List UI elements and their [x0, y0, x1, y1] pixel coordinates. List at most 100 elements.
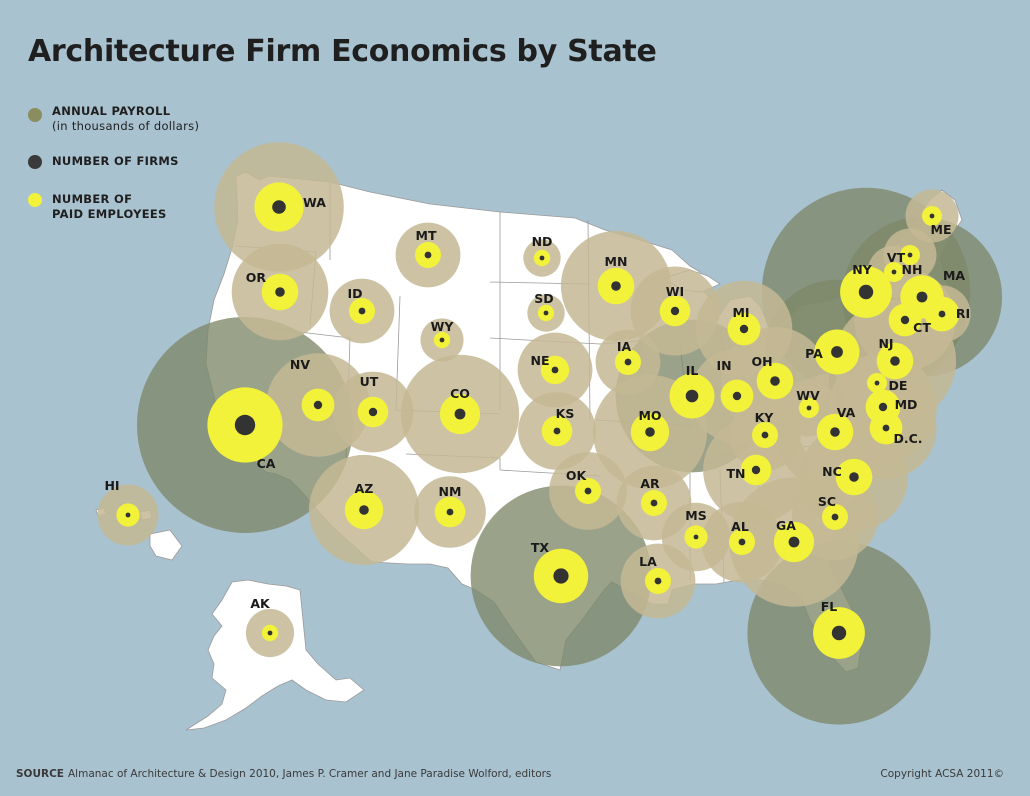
state-label-id: ID	[347, 286, 362, 301]
state-label-va: VA	[837, 405, 856, 420]
firms-bubble-me	[929, 213, 935, 219]
firms-bubble-nd	[539, 255, 545, 261]
firms-bubble-mi	[739, 324, 749, 334]
firms-bubble-ms	[693, 534, 699, 540]
state-label-al: AL	[731, 519, 749, 534]
state-label-ne: NE	[530, 353, 549, 368]
state-label-hi: HI	[104, 478, 119, 493]
firms-bubble-pa	[831, 346, 843, 358]
page-title: Architecture Firm Economics by State	[28, 34, 657, 69]
source-line: SOURCE Almanac of Architecture & Design 2…	[16, 768, 551, 780]
firms-bubble-al	[738, 538, 746, 546]
hawaii-shape-4	[149, 529, 183, 561]
state-label-tx: TX	[531, 540, 550, 555]
state-label-or: OR	[246, 270, 267, 285]
state-label-nm: NM	[439, 484, 462, 499]
firms-bubble-hi	[125, 512, 131, 518]
firms-bubble-la	[654, 577, 662, 585]
firms-swatch-icon	[28, 155, 42, 169]
state-label-ar: AR	[640, 476, 660, 491]
state-label-mn: MN	[605, 254, 628, 269]
state-label-la: LA	[639, 554, 657, 569]
state-label-wv: WV	[796, 388, 820, 403]
state-label-ca: CA	[257, 456, 276, 471]
state-label-nc: NC	[822, 464, 842, 479]
state-label-ma: MA	[943, 268, 965, 283]
source-label: SOURCE	[16, 768, 64, 780]
firms-bubble-ga	[788, 536, 800, 548]
state-label-mo: MO	[638, 408, 661, 423]
firms-bubble-or	[275, 287, 285, 297]
firms-bubble-tn	[751, 465, 761, 475]
state-label-wy: WY	[431, 319, 455, 334]
state-label-nv: NV	[290, 357, 310, 372]
state-label-co: CO	[450, 386, 470, 401]
state-label-il: IL	[686, 363, 699, 378]
firms-bubble-ia	[624, 358, 632, 366]
legend-employees-line2: PAID EMPLOYEES	[52, 207, 167, 221]
state-label-dc: D.C.	[893, 431, 922, 446]
firms-bubble-ct	[900, 315, 910, 325]
state-label-az: AZ	[355, 481, 374, 496]
state-label-mt: MT	[416, 228, 437, 243]
firms-bubble-ne	[551, 366, 559, 374]
firms-bubble-nm	[446, 508, 454, 516]
state-bubbles	[97, 142, 1003, 725]
state-label-ky: KY	[755, 410, 775, 425]
state-label-vt: VT	[887, 250, 906, 265]
firms-bubble-wa	[272, 200, 286, 214]
firms-bubble-wv	[806, 405, 812, 411]
firms-bubble-sd	[543, 310, 549, 316]
firms-bubble-nh	[907, 252, 913, 258]
state-label-md: MD	[895, 397, 918, 412]
firms-bubble-in	[732, 391, 742, 401]
state-label-ms: MS	[685, 508, 706, 523]
firms-bubble-tx	[553, 568, 569, 584]
firms-bubble-az	[359, 505, 369, 515]
state-label-de: DE	[889, 378, 908, 393]
firms-bubble-de	[874, 380, 880, 386]
firms-bubble-dc	[882, 424, 890, 432]
firms-bubble-oh	[770, 376, 780, 386]
firms-bubble-ca	[234, 414, 256, 436]
firms-bubble-sc	[831, 513, 839, 521]
firms-bubble-ok	[584, 487, 592, 495]
firms-bubble-ut	[368, 407, 378, 417]
firms-bubble-ks	[553, 427, 561, 435]
firms-bubble-ri	[938, 310, 946, 318]
legend-employees-line1: NUMBER OF	[52, 192, 133, 206]
firms-bubble-va	[830, 427, 840, 437]
state-label-sc: SC	[818, 494, 836, 509]
firms-bubble-vt	[891, 269, 897, 275]
firms-bubble-co	[454, 408, 466, 420]
legend-payroll-label: ANNUAL PAYROLL	[52, 104, 171, 118]
state-label-ok: OK	[566, 468, 588, 483]
state-label-ct: CT	[913, 320, 931, 335]
state-label-ia: IA	[617, 339, 632, 354]
firms-bubble-ny	[858, 284, 874, 300]
state-label-ut: UT	[360, 374, 379, 389]
state-labels: WA OR CA NV ID MT WY UT CO AZ NM ND SD NE KS OK TX MN IA MO…	[104, 195, 970, 614]
state-label-mi: MI	[732, 305, 749, 320]
firms-bubble-ak	[267, 630, 273, 636]
state-label-pa: PA	[805, 346, 823, 361]
state-label-ak: AK	[250, 596, 271, 611]
firms-bubble-nc	[849, 472, 859, 482]
firms-bubble-nv	[313, 400, 323, 410]
state-label-ks: KS	[556, 406, 575, 421]
state-label-ny: NY	[852, 262, 872, 277]
firms-bubble-ma	[916, 291, 928, 303]
firms-bubble-wy	[439, 337, 445, 343]
employees-swatch-icon	[28, 193, 42, 207]
legend-firms-label: NUMBER OF FIRMS	[52, 154, 179, 168]
firms-bubble-id	[358, 307, 366, 315]
firms-bubble-ar	[650, 499, 658, 507]
state-label-nj: NJ	[878, 336, 893, 351]
state-label-wi: WI	[666, 284, 684, 299]
state-label-fl: FL	[821, 599, 838, 614]
copyright: Copyright ACSA 2011©	[880, 768, 1004, 780]
source-text: Almanac of Architecture & Design 2010, J…	[67, 768, 552, 780]
state-label-sd: SD	[534, 291, 553, 306]
firms-bubble-md	[878, 402, 888, 412]
